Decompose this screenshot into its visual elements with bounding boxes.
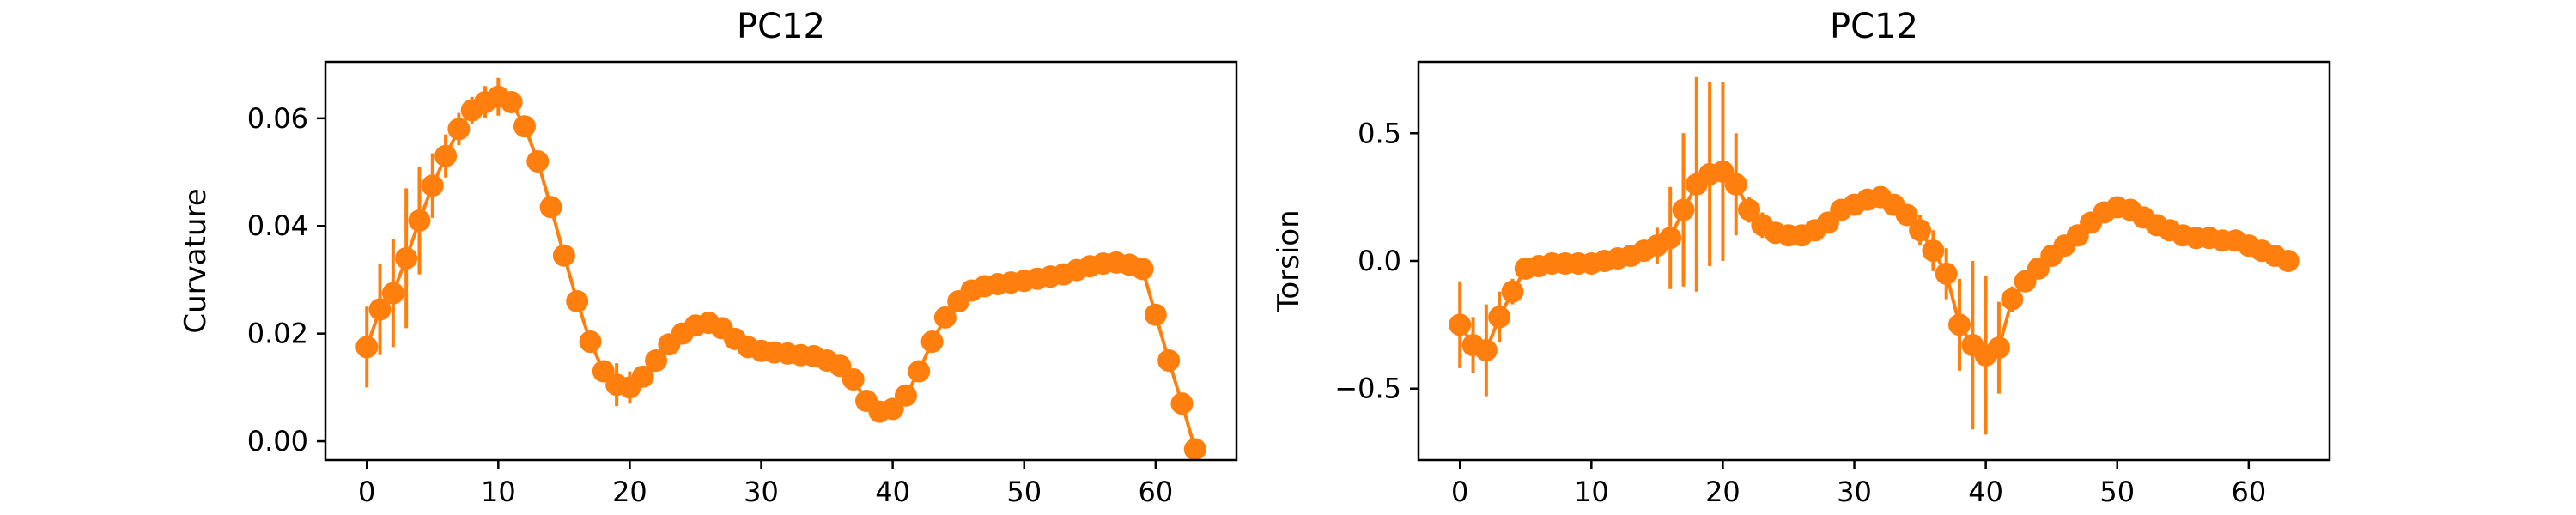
data-point <box>1935 262 1958 285</box>
y-tick-label: 0.00 <box>247 425 308 457</box>
x-tick-label: 20 <box>1705 476 1741 508</box>
x-tick-label: 0 <box>1451 476 1468 508</box>
data-point <box>1672 198 1695 221</box>
data-point <box>539 196 562 219</box>
y-axis-label: Torsion <box>1272 209 1306 312</box>
x-tick-label: 50 <box>2099 476 2135 508</box>
data-point <box>631 365 654 388</box>
x-tick-label: 0 <box>358 476 375 508</box>
x-tick-label: 10 <box>481 476 516 508</box>
data-point <box>841 367 865 391</box>
data-point <box>1157 349 1181 372</box>
x-tick-label: 30 <box>744 476 779 508</box>
data-point <box>1144 303 1167 326</box>
data-point <box>1449 313 1472 336</box>
x-tick-label: 40 <box>1968 476 2003 508</box>
x-tick-label: 50 <box>1006 476 1042 508</box>
data-point <box>1738 198 1761 221</box>
data-point <box>500 91 523 114</box>
torsion-panel: PC12 Torsion 0 10 20 30 40 50 60 −0.5 0.0 0.5 <box>1272 7 2331 508</box>
data-point <box>933 306 957 329</box>
chart-title: PC12 <box>1830 7 1918 46</box>
data-point <box>1909 219 1932 242</box>
data-point <box>408 209 431 232</box>
x-tick-label: 30 <box>1837 476 1872 508</box>
x-tick-label: 60 <box>2231 476 2266 508</box>
data-point <box>381 282 404 305</box>
data-point <box>1474 339 1498 362</box>
data-point <box>2276 250 2300 272</box>
x-tick-label: 40 <box>875 476 910 508</box>
data-point <box>355 336 379 359</box>
chart-title: PC12 <box>737 7 825 46</box>
data-point <box>1488 306 1511 329</box>
y-tick-label: 0.0 <box>1358 245 1401 277</box>
data-point <box>1948 313 1971 336</box>
data-point <box>552 244 575 267</box>
data-point <box>1501 280 1524 303</box>
series <box>355 77 1206 461</box>
curvature-panel: PC12 Curvature 0 10 20 30 40 50 60 0.00 0.02 0.04 0.… <box>179 7 1238 508</box>
data-point <box>526 150 550 173</box>
data-point <box>395 246 418 270</box>
y-axis-label: Curvature <box>179 188 213 333</box>
data-point <box>1170 392 1194 415</box>
data-point <box>447 118 471 141</box>
y-tick-label: 0.04 <box>247 209 308 242</box>
y-tick-label: 0.5 <box>1358 117 1401 149</box>
data-point <box>1183 438 1206 461</box>
data-point <box>1131 258 1154 281</box>
data-point <box>908 360 931 383</box>
data-point <box>1724 173 1747 196</box>
series <box>1449 76 2300 435</box>
data-point <box>1922 239 1945 263</box>
data-point <box>1659 227 1682 250</box>
data-point <box>2001 288 2024 311</box>
data-point <box>513 115 536 138</box>
data-point <box>579 330 602 354</box>
y-tick-label: 0.06 <box>247 102 308 135</box>
data-point <box>434 144 458 167</box>
y-tick-label: 0.02 <box>247 318 308 350</box>
data-point <box>920 330 944 354</box>
data-point <box>1895 203 1918 227</box>
data-point <box>645 349 668 372</box>
x-tick-label: 10 <box>1574 476 1609 508</box>
x-tick-label: 20 <box>612 476 647 508</box>
data-point <box>421 174 444 197</box>
data-point <box>894 384 917 407</box>
data-point <box>566 290 589 313</box>
y-tick-label: −0.5 <box>1334 373 1401 405</box>
data-point <box>368 298 392 321</box>
axes-frame <box>324 60 1238 462</box>
data-point <box>1987 336 2010 360</box>
x-tick-label: 60 <box>1138 476 1173 508</box>
